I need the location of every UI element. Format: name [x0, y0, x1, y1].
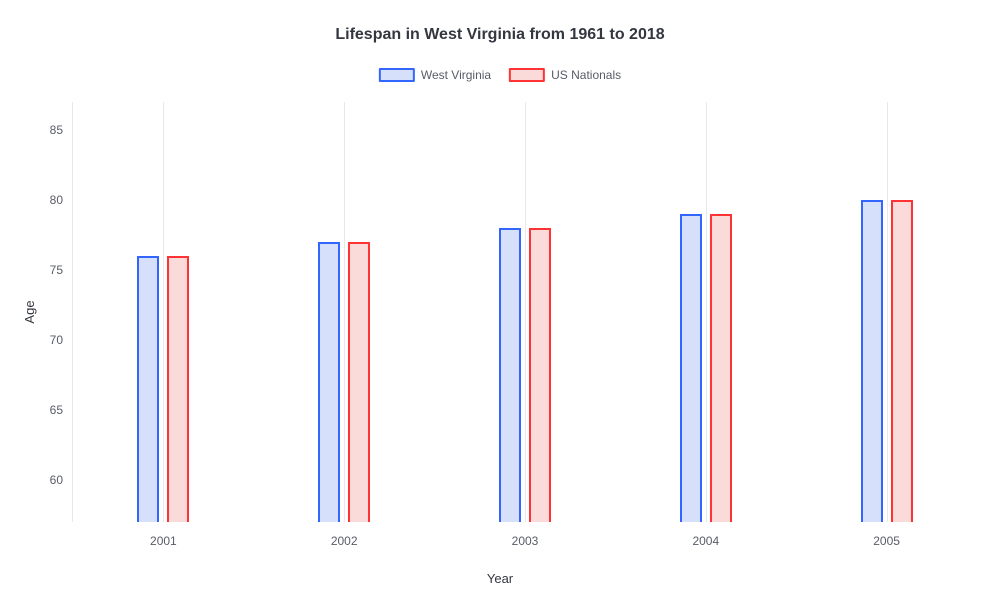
- bar[interactable]: [137, 256, 159, 522]
- y-tick-label: 85: [50, 123, 73, 137]
- legend-item[interactable]: West Virginia: [379, 68, 491, 82]
- x-tick-label: 2002: [331, 522, 358, 548]
- y-tick-label: 70: [50, 333, 73, 347]
- bar[interactable]: [499, 228, 521, 522]
- gridline: [525, 102, 526, 522]
- bar[interactable]: [167, 256, 189, 522]
- gridline: [706, 102, 707, 522]
- legend-label: US Nationals: [551, 68, 621, 82]
- x-axis-title: Year: [487, 571, 513, 586]
- lifespan-chart: Lifespan in West Virginia from 1961 to 2…: [0, 0, 1000, 600]
- bar[interactable]: [529, 228, 551, 522]
- bar[interactable]: [710, 214, 732, 522]
- y-axis-title: Age: [22, 300, 37, 323]
- gridline: [887, 102, 888, 522]
- bar[interactable]: [318, 242, 340, 522]
- y-tick-label: 60: [50, 473, 73, 487]
- y-tick-label: 75: [50, 263, 73, 277]
- x-tick-label: 2001: [150, 522, 177, 548]
- plot-area: 60657075808520012002200320042005: [72, 102, 976, 522]
- chart-legend: West Virginia US Nationals: [379, 68, 621, 82]
- gridline: [344, 102, 345, 522]
- legend-item[interactable]: US Nationals: [509, 68, 621, 82]
- y-tick-label: 65: [50, 403, 73, 417]
- x-tick-label: 2005: [873, 522, 900, 548]
- gridline: [163, 102, 164, 522]
- legend-swatch: [509, 68, 545, 82]
- bar[interactable]: [891, 200, 913, 522]
- bar[interactable]: [348, 242, 370, 522]
- bar[interactable]: [680, 214, 702, 522]
- chart-title: Lifespan in West Virginia from 1961 to 2…: [0, 26, 1000, 44]
- y-tick-label: 80: [50, 193, 73, 207]
- x-tick-label: 2003: [512, 522, 539, 548]
- x-tick-label: 2004: [692, 522, 719, 548]
- bar[interactable]: [861, 200, 883, 522]
- legend-label: West Virginia: [421, 68, 491, 82]
- legend-swatch: [379, 68, 415, 82]
